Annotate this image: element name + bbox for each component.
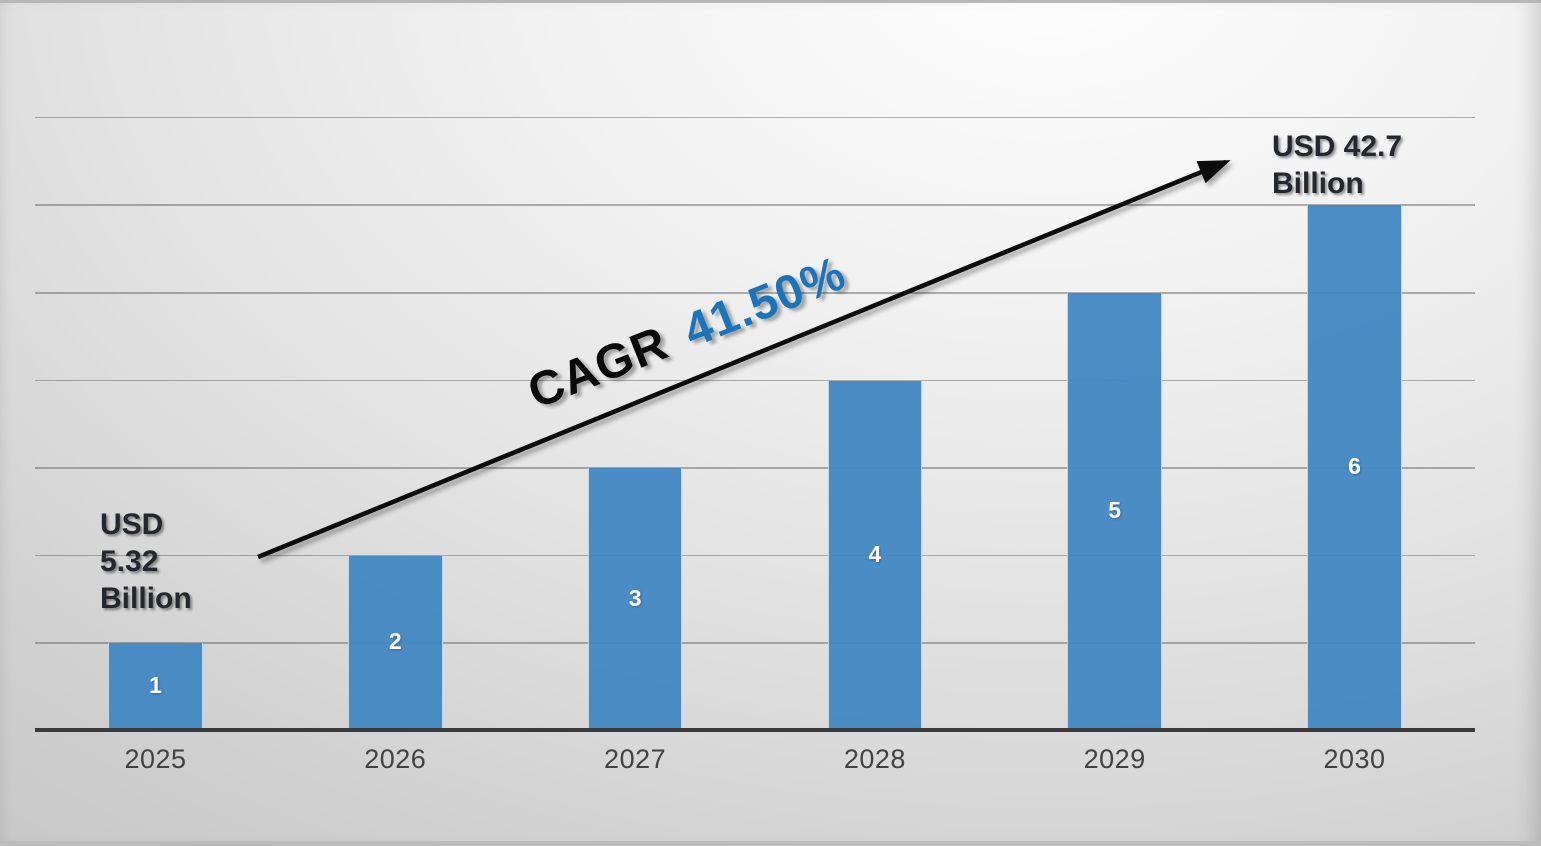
- bar-value-label: 3: [628, 584, 642, 611]
- trend-line: [257, 159, 1231, 560]
- gridline: [35, 116, 1475, 119]
- bar-2025: [108, 643, 203, 731]
- bar-2027: [587, 468, 683, 731]
- start-value-line-1: USD: [100, 508, 164, 541]
- x-axis-tick-label: 2028: [843, 744, 906, 774]
- start-value-line-2: 5.32: [100, 545, 159, 578]
- x-axis-line: [35, 728, 1475, 733]
- bar-value-label: 5: [1108, 497, 1122, 523]
- gridline: [35, 642, 1475, 644]
- gridline: [35, 467, 1475, 469]
- end-value-line-1: USD 42.7: [1272, 130, 1403, 163]
- start-value-label: USD 5.32 Billion: [100, 506, 192, 617]
- end-value-label: USD 42.7 Billion: [1272, 128, 1402, 202]
- bar-value-label: 2: [388, 628, 402, 655]
- gridline: [35, 379, 1475, 382]
- bar-value-label: 1: [149, 672, 162, 699]
- end-value-line-2: Billion: [1272, 167, 1364, 200]
- top-edge-line: [0, 0, 1541, 3]
- bar-value-label: 6: [1348, 453, 1361, 480]
- start-value-line-3: Billion: [100, 582, 192, 615]
- bar-2028: [827, 380, 923, 731]
- x-axis-tick-label: 2025: [124, 744, 187, 774]
- gridline: [35, 292, 1475, 294]
- bar-2029: [1067, 293, 1162, 731]
- bottom-edge-line: [0, 841, 1541, 846]
- gridline: [35, 554, 1475, 557]
- x-axis-tick-label: 2029: [1083, 744, 1146, 774]
- gridline: [35, 204, 1475, 206]
- bar-2030: [1307, 205, 1402, 731]
- bar-value-label: 4: [868, 540, 882, 567]
- x-axis-tick-label: 2027: [604, 744, 667, 774]
- x-axis-tick-label: 2030: [1323, 744, 1386, 774]
- x-axis-tick-label: 2026: [364, 744, 427, 774]
- bar-2026: [348, 555, 443, 731]
